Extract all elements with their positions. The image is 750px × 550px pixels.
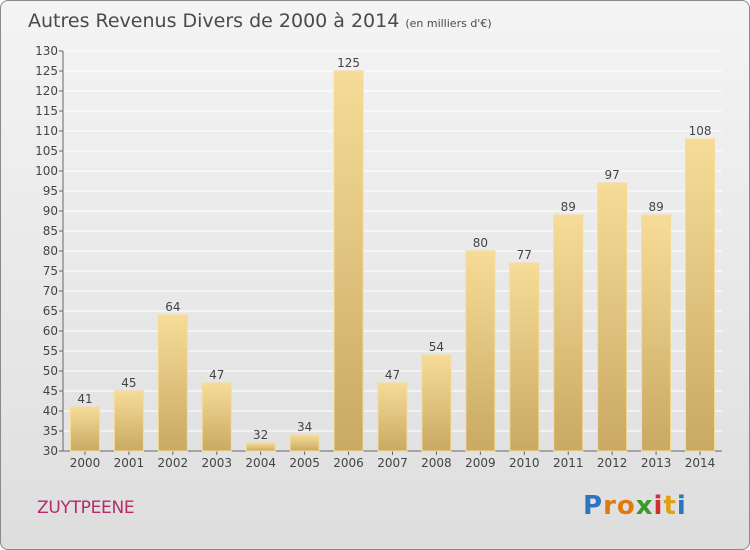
bar [377, 382, 408, 452]
data-label: 32 [253, 428, 268, 442]
y-tick-label: 65 [43, 304, 58, 318]
bar [509, 262, 540, 452]
y-tick-label: 70 [43, 284, 58, 298]
y-tick-labels: 30 35 40 45 50 55 60 65 70 75 80 85 90 95 100 105 110 115… [35, 44, 58, 458]
bar [553, 214, 584, 452]
y-tick-label: 30 [43, 444, 58, 458]
bar [597, 182, 628, 452]
x-tick-label: 2011 [553, 456, 584, 470]
x-tick-label: 2012 [597, 456, 628, 470]
x-tick-label: 2005 [289, 456, 320, 470]
bar [245, 442, 276, 452]
bar [641, 214, 672, 452]
x-tick-label: 2000 [70, 456, 101, 470]
bar [685, 138, 716, 452]
y-tick-label: 50 [43, 364, 58, 378]
x-tick-label: 2003 [201, 456, 232, 470]
y-tick-label: 80 [43, 244, 58, 258]
x-tick-label: 2006 [333, 456, 364, 470]
bar [333, 70, 364, 452]
logo-letter: P [583, 491, 604, 521]
x-tick-label: 2007 [377, 456, 408, 470]
data-label: 47 [209, 368, 224, 382]
bar [201, 382, 232, 452]
data-label: 64 [165, 300, 180, 314]
logo-letter: i [676, 491, 687, 521]
y-tick-label: 105 [35, 144, 58, 158]
logo-letter: i [653, 491, 664, 521]
x-tick-label: 2001 [114, 456, 145, 470]
data-label: 77 [517, 248, 532, 262]
x-tick-label: 2013 [641, 456, 672, 470]
data-label: 97 [605, 168, 620, 182]
logo-letter: o [616, 491, 636, 521]
x-tick-labels: 2000 2001 2002 2003 2004 2005 2006 2007 2008 2009… [70, 456, 716, 470]
data-label: 34 [297, 420, 312, 434]
data-label: 41 [77, 392, 92, 406]
y-tick-label: 120 [35, 84, 58, 98]
y-tick-label: 125 [35, 64, 58, 78]
y-tick-label: 60 [43, 324, 58, 338]
bar [465, 250, 496, 452]
x-tick-label: 2010 [509, 456, 540, 470]
x-tick-label: 2009 [465, 456, 496, 470]
data-labels: 41 45 64 47 32 34 125 47 54 80 77 89 97 89 108 [77, 56, 711, 442]
logo-letter: x [635, 491, 654, 521]
x-tick-label: 2014 [685, 456, 716, 470]
y-tick-label: 100 [35, 164, 58, 178]
chart-title-text: Autres Revenus Divers de 2000 à 2014 [28, 10, 400, 32]
proxiti-logo[interactable]: Proxiti [583, 491, 687, 521]
data-label: 108 [689, 124, 712, 138]
chart-unit-label: (en milliers d'€) [405, 17, 492, 30]
y-tick-label: 95 [43, 184, 58, 198]
commune-name: ZUYTPEENE [37, 498, 135, 518]
x-tick-label: 2004 [245, 456, 276, 470]
data-label: 47 [385, 368, 400, 382]
y-tick-label: 115 [35, 104, 58, 118]
y-tick-label: 110 [35, 124, 58, 138]
y-tick-label: 40 [43, 404, 58, 418]
bar [69, 406, 100, 452]
y-tick-label: 55 [43, 344, 58, 358]
bars [69, 70, 716, 452]
y-tick-label: 45 [43, 384, 58, 398]
logo-letter: t [663, 491, 677, 521]
data-label: 89 [648, 200, 663, 214]
y-tick-label: 130 [35, 44, 58, 58]
y-tick-label: 35 [43, 424, 58, 438]
y-tick-label: 90 [43, 204, 58, 218]
y-tick-label: 85 [43, 224, 58, 238]
logo-letter: r [603, 491, 617, 521]
bar [421, 354, 452, 452]
y-tick-label: 75 [43, 264, 58, 278]
data-label: 45 [121, 376, 136, 390]
data-label: 54 [429, 340, 444, 354]
x-tick-label: 2002 [158, 456, 189, 470]
bar [113, 390, 144, 452]
data-label: 125 [337, 56, 360, 70]
bar [157, 314, 188, 452]
data-label: 89 [561, 200, 576, 214]
data-label: 80 [473, 236, 488, 250]
chart-title: Autres Revenus Divers de 2000 à 2014 (en … [28, 10, 492, 32]
x-tick-label: 2008 [421, 456, 452, 470]
bar [289, 434, 320, 452]
